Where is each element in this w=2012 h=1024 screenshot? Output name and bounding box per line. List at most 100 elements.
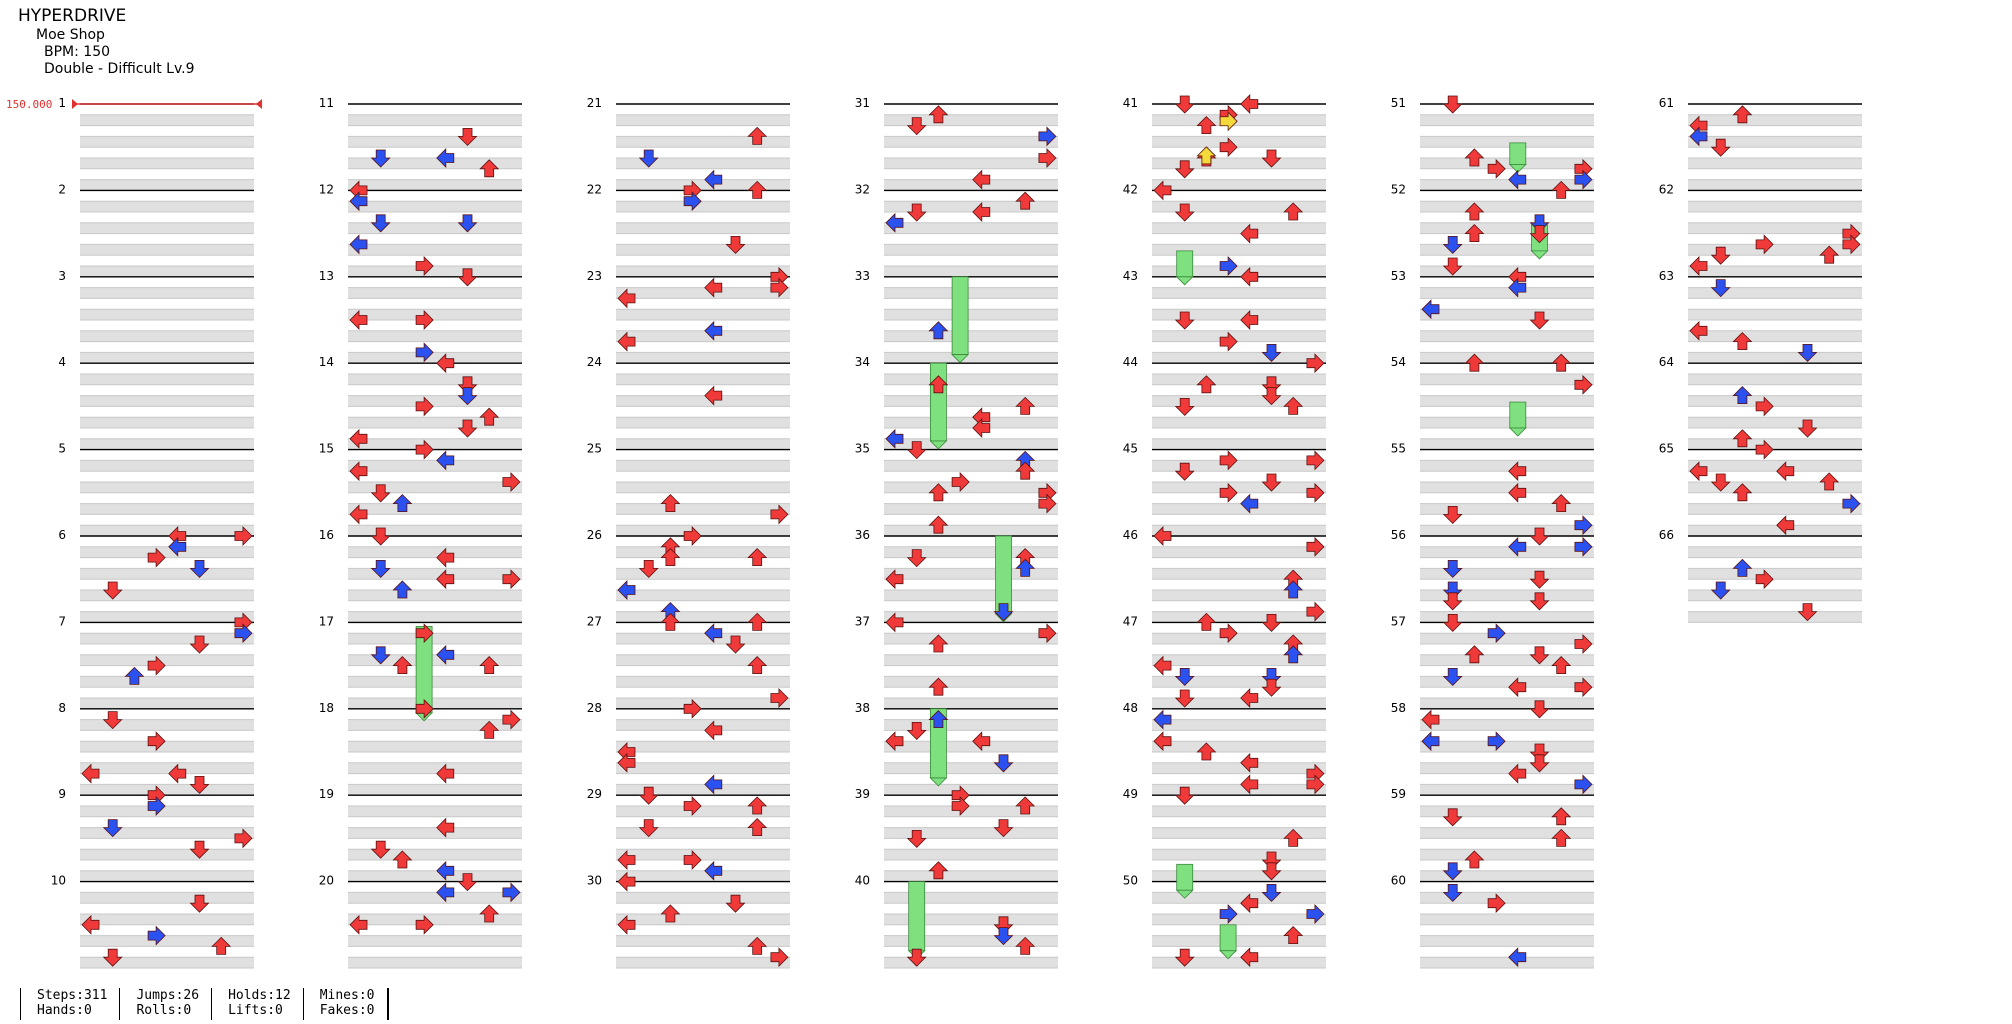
measure-row-shade xyxy=(1152,849,1326,860)
measure-row-shade xyxy=(1688,417,1862,428)
measure-row-shade xyxy=(1420,158,1594,169)
arrow-up-icon xyxy=(747,612,768,631)
measure-row-shade xyxy=(348,503,522,515)
measure-row-shade xyxy=(884,914,1058,925)
arrow-up-icon xyxy=(1732,558,1753,577)
arrow-down-icon xyxy=(906,441,927,460)
measure-row-shade xyxy=(80,222,254,234)
arrow-left-icon xyxy=(972,418,991,438)
arrow-left-icon xyxy=(436,353,455,374)
arrow-right-icon xyxy=(1219,623,1238,644)
measure-row-shade xyxy=(1420,741,1594,752)
measure-row-shade xyxy=(80,460,254,472)
arrow-left-icon xyxy=(617,331,636,352)
arrow-up-icon xyxy=(1551,807,1572,826)
stats-end-divider xyxy=(386,988,389,1020)
measure-row-shade xyxy=(80,611,254,623)
chart-stats: Steps:311 Hands:0 Jumps:26 Rolls:0 Holds… xyxy=(20,988,389,1020)
measure-number: 14 xyxy=(319,355,334,369)
measure-37: 37 xyxy=(855,614,1058,709)
measure-row-shade xyxy=(884,330,1058,342)
measure-row-shade xyxy=(884,222,1058,234)
arrow-up-icon xyxy=(479,407,500,426)
measure-row-shade xyxy=(1420,762,1594,774)
arrow-up-icon xyxy=(1283,828,1304,847)
arrow-up-icon xyxy=(1283,926,1304,944)
measure-13: 13 xyxy=(319,269,522,364)
measure-row-shade xyxy=(616,309,790,320)
measure-number: 22 xyxy=(587,182,602,196)
measure-row-shade xyxy=(616,568,790,580)
measure-row-shade xyxy=(1152,482,1326,493)
measure-number: 24 xyxy=(587,355,602,369)
measure-number: 37 xyxy=(855,614,870,628)
arrow-up-icon xyxy=(1196,116,1217,134)
measure-row-shade xyxy=(1152,698,1326,709)
measure-row-shade xyxy=(348,309,522,320)
hold-note-body xyxy=(951,276,969,355)
arrow-left-icon xyxy=(1153,731,1172,752)
arrow-right-icon xyxy=(770,277,789,298)
arrow-left-icon xyxy=(436,450,455,471)
arrow-down-icon xyxy=(993,603,1014,622)
measure-row-shade xyxy=(1152,330,1326,342)
arrow-down-icon xyxy=(993,754,1014,773)
measure-number: 20 xyxy=(319,874,334,888)
measure-row-shade xyxy=(1420,827,1594,839)
arrow-right-icon xyxy=(234,623,253,644)
measure-row-shade xyxy=(80,957,254,968)
arrow-down-icon xyxy=(102,581,123,600)
measure-row-shade xyxy=(348,741,522,752)
arrow-left-icon xyxy=(617,850,636,870)
arrow-down-icon xyxy=(370,527,391,546)
arrow-down-icon xyxy=(1174,786,1195,805)
stat-steps: Steps:311 xyxy=(37,988,108,1003)
arrow-right-icon xyxy=(1306,536,1325,557)
arrow-left-icon xyxy=(885,569,904,590)
measure-row-shade xyxy=(348,417,522,428)
arrow-right-icon xyxy=(415,439,434,460)
arrow-left-icon xyxy=(885,212,904,233)
measure-row-shade xyxy=(80,741,254,752)
arrow-up-icon xyxy=(211,936,232,955)
arrow-left-icon xyxy=(1776,461,1795,482)
arrow-up-icon xyxy=(747,936,768,955)
measure-row-shade xyxy=(80,870,254,882)
stats-column-mines: Mines:0 Fakes:0 xyxy=(302,988,387,1020)
measure-56: 56 xyxy=(1391,528,1594,623)
measure-row-shade xyxy=(1152,719,1326,731)
measure-row-shade xyxy=(884,546,1058,558)
measure-number: 65 xyxy=(1659,442,1674,456)
arrow-left-icon xyxy=(1240,947,1259,968)
measure-63: 63 xyxy=(1659,269,1862,364)
arrow-left-icon xyxy=(349,428,368,449)
measure-row-shade xyxy=(348,914,522,925)
measure-5: 5 xyxy=(58,442,254,536)
measure-row-shade xyxy=(1152,762,1326,774)
arrow-left-icon xyxy=(1153,709,1172,730)
arrow-down-icon xyxy=(1529,527,1550,546)
measure-row-shade xyxy=(348,179,522,191)
arrow-down-icon xyxy=(457,419,478,438)
measure-row-shade xyxy=(884,114,1058,126)
hold-note-body xyxy=(908,881,926,952)
arrow-left-icon xyxy=(436,569,455,590)
arrow-right-icon xyxy=(1574,515,1593,536)
measure-number: 2 xyxy=(58,182,66,196)
arrow-right-icon xyxy=(502,472,521,492)
measure-row-shade xyxy=(1152,158,1326,169)
measure-row-shade xyxy=(616,417,790,428)
measure-2: 2 xyxy=(58,182,254,277)
arrow-up-icon xyxy=(747,180,768,199)
arrow-up-icon xyxy=(1551,656,1572,674)
measure-row-shade xyxy=(1420,374,1594,385)
measure-number: 34 xyxy=(855,355,870,369)
arrow-left-icon xyxy=(704,860,723,881)
measure-number: 7 xyxy=(58,614,66,628)
arrow-right-icon xyxy=(1038,623,1057,644)
arrow-down-icon xyxy=(1529,214,1550,233)
measure-row-shade xyxy=(348,201,522,212)
measure-row-shade xyxy=(348,676,522,688)
arrow-right-icon xyxy=(415,914,434,935)
measure-row-shade xyxy=(616,114,790,126)
